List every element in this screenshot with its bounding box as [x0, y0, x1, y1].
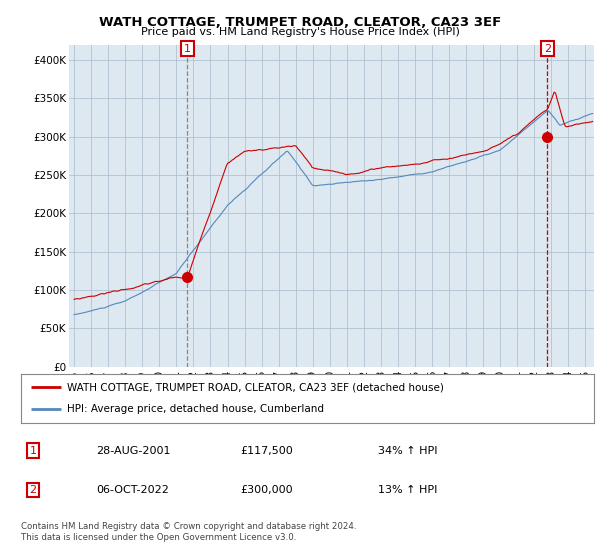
Text: 2: 2 [29, 485, 37, 495]
Text: £117,500: £117,500 [240, 446, 293, 456]
Text: 06-OCT-2022: 06-OCT-2022 [96, 485, 169, 495]
Text: 2: 2 [544, 44, 551, 54]
Text: 34% ↑ HPI: 34% ↑ HPI [378, 446, 437, 456]
Text: 1: 1 [29, 446, 37, 456]
Text: HPI: Average price, detached house, Cumberland: HPI: Average price, detached house, Cumb… [67, 404, 324, 414]
Text: 1: 1 [184, 44, 191, 54]
Text: 28-AUG-2001: 28-AUG-2001 [96, 446, 170, 456]
Text: 13% ↑ HPI: 13% ↑ HPI [378, 485, 437, 495]
Text: WATH COTTAGE, TRUMPET ROAD, CLEATOR, CA23 3EF (detached house): WATH COTTAGE, TRUMPET ROAD, CLEATOR, CA2… [67, 382, 444, 393]
Text: £300,000: £300,000 [240, 485, 293, 495]
Text: WATH COTTAGE, TRUMPET ROAD, CLEATOR, CA23 3EF: WATH COTTAGE, TRUMPET ROAD, CLEATOR, CA2… [99, 16, 501, 29]
Text: Contains HM Land Registry data © Crown copyright and database right 2024.
This d: Contains HM Land Registry data © Crown c… [21, 522, 356, 542]
Text: Price paid vs. HM Land Registry's House Price Index (HPI): Price paid vs. HM Land Registry's House … [140, 27, 460, 38]
